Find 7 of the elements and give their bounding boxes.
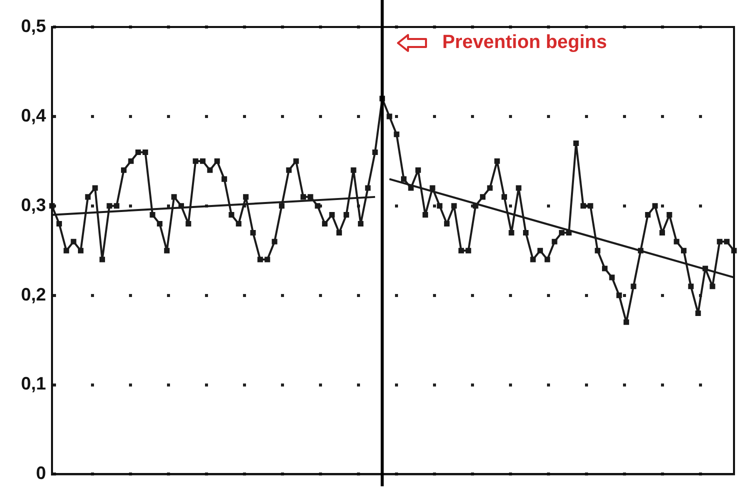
y-tick-label: 0,4 — [20, 105, 46, 126]
y-tick-label: 0,5 — [20, 16, 46, 36]
annotation: Prevention begins — [442, 32, 607, 54]
y-tick-label: 0,2 — [20, 284, 46, 304]
y-tick-label: 0,3 — [20, 194, 46, 215]
y-tick-label: 0 — [36, 463, 46, 484]
y-tick-label: 0,1 — [20, 374, 46, 394]
